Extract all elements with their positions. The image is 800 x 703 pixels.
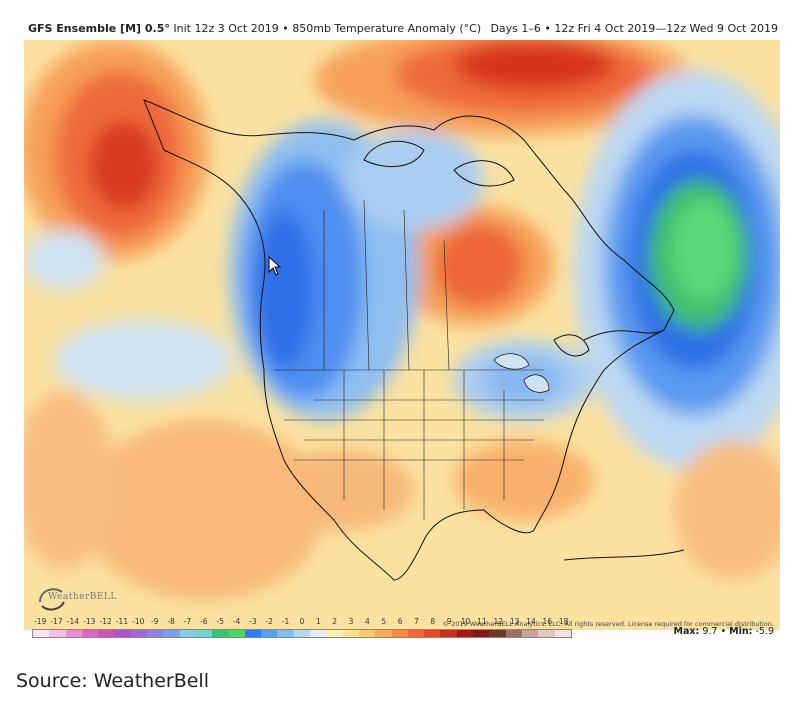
colorbar-swatch [326, 630, 343, 637]
colorbar-swatch [114, 630, 131, 637]
colorbar-tick-label: 9 [446, 617, 452, 626]
colorbar-swatch [538, 630, 555, 637]
valid-period: Days 1–6 • 12z Fri 4 Oct 2019—12z Wed 9 … [490, 22, 778, 35]
colorbar-swatch [375, 630, 392, 637]
colorbar-tick-label: -5 [216, 617, 224, 626]
colorbar-swatch [554, 630, 571, 637]
colorbar-swatch [147, 630, 164, 637]
colorbar-swatch [244, 630, 262, 637]
max-label: Max: [673, 626, 700, 637]
colorbar-swatch [195, 630, 213, 637]
stats-separator: • [720, 626, 727, 637]
colorbar-tick-label: 5 [381, 617, 387, 626]
title-separator: • [282, 22, 289, 35]
logo-text: WeatherBELL [48, 592, 117, 602]
logo-swirl-icon [39, 588, 65, 611]
colorbar-swatch [98, 630, 115, 637]
colorbar-tick-label: -10 [132, 617, 145, 626]
anomaly-field [24, 40, 780, 600]
colorbar-swatch [342, 630, 359, 637]
colorbar-swatch [358, 630, 376, 637]
mouse-pointer-icon [268, 256, 282, 276]
colorbar-tick-label: 1 [315, 617, 321, 626]
min-value: -5.9 [755, 626, 774, 637]
colorbar-swatch [407, 630, 425, 637]
colorbar-swatch [293, 630, 311, 637]
colorbar-swatch [228, 630, 245, 637]
colorbar-swatch [33, 630, 50, 637]
colorbar-tick-label: -3 [249, 617, 257, 626]
colorbar-tick-label: -2 [265, 617, 273, 626]
map-panel: GFS Ensemble [M] 0.5° Init 12z 3 Oct 201… [20, 18, 784, 640]
colorbar-tick-label: 6 [397, 617, 403, 626]
colorbar-tick-label: 12 [493, 617, 504, 626]
source-caption: Source: WeatherBell [16, 670, 209, 692]
colorbar-swatch [277, 630, 294, 637]
colorbar-tick-label: 8 [430, 617, 436, 626]
colorbar-tick-label: -17 [50, 617, 63, 626]
colorbar-swatch [310, 630, 327, 637]
colorbar-swatch [163, 630, 180, 637]
colorbar-swatch [130, 630, 148, 637]
colorbar-tick-label: -9 [150, 617, 159, 626]
colorbar-tick-label: -19 [34, 617, 47, 626]
great-lakes [493, 353, 550, 393]
colorbar-swatch [489, 630, 506, 637]
colorbar-tick-label: -14 [66, 617, 80, 626]
coastlines [143, 99, 685, 581]
colorbar-tick-label: -6 [200, 617, 208, 626]
colorbar-tick-label: 2 [332, 617, 338, 626]
colorbar-swatch [261, 630, 278, 637]
init-time: Init 12z 3 Oct 2019 [173, 22, 279, 35]
colorbar-tick-label: 18 [558, 617, 569, 626]
colorbar-tick-label: 3 [348, 617, 354, 626]
colorbar-swatch [440, 630, 457, 637]
colorbar-swatches [32, 629, 572, 638]
colorbar-tick-label: -11 [115, 617, 129, 626]
colorbar-swatch [473, 630, 490, 637]
map-canvas [24, 40, 780, 630]
max-value: 9.7 [702, 626, 718, 637]
colorbar: -19 -17 -14 -13 -12 -11 -10 -9 -8 -7 -6 -5 -4 -3 -2 -1 0… [32, 617, 572, 647]
max-min-stats: Max: 9.7 • Min: -5.9 [674, 626, 774, 637]
colorbar-labels: -19 -17 -14 -13 -12 -11 -10 -9 -8 -7 -6 -5 -4 -3 -2 -1 0… [32, 617, 572, 629]
colorbar-swatch [456, 630, 474, 637]
colorbar-tick-label: 16 [542, 617, 553, 626]
colorbar-swatch [212, 630, 229, 637]
model-name: GFS Ensemble [M] 0.5° [28, 22, 170, 35]
colorbar-tick-label: -1 [281, 617, 290, 626]
colorbar-tick-label: 4 [364, 617, 370, 626]
colorbar-tick-label: -4 [232, 617, 241, 626]
colorbar-tick-label: 10 [460, 617, 471, 626]
colorbar-tick-label: 7 [414, 617, 419, 626]
colorbar-tick-label: -12 [99, 617, 112, 626]
colorbar-swatch [179, 630, 196, 637]
colorbar-swatch [505, 630, 522, 637]
colorbar-swatch [81, 630, 99, 637]
colorbar-tick-label: -7 [183, 617, 192, 626]
colorbar-swatch [49, 630, 66, 637]
colorbar-tick-label: -13 [83, 617, 96, 626]
colorbar-tick-label: -8 [167, 617, 175, 626]
colorbar-swatch [521, 630, 539, 637]
map-title: GFS Ensemble [M] 0.5° Init 12z 3 Oct 201… [28, 22, 481, 35]
colorbar-swatch [424, 630, 441, 637]
field-name: 850mb Temperature Anomaly (°C) [292, 22, 482, 35]
colorbar-swatch [391, 630, 408, 637]
colorbar-tick-label: 11 [477, 617, 487, 626]
colorbar-swatch [65, 630, 82, 637]
colorbar-tick-label: 0 [299, 617, 305, 626]
colorbar-tick-label: 14 [526, 617, 536, 626]
min-label: Min: [729, 626, 753, 637]
borders [274, 199, 544, 520]
weatherbell-logo: WeatherBELL [34, 580, 116, 616]
colorbar-tick-label: 13 [509, 617, 520, 626]
anomaly-map: WeatherBELL © 2019 WeatherBELL Analytics… [24, 40, 780, 630]
copyright-credit: © 2019 WeatherBELL Analytics, LLC. All r… [442, 620, 774, 628]
